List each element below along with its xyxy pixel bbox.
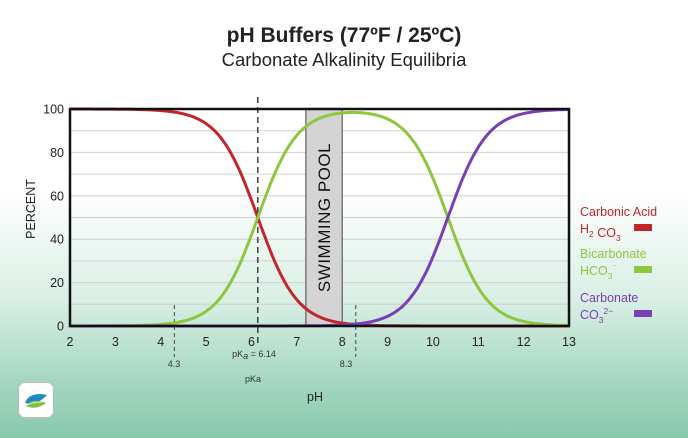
x-tick-label: 13	[562, 335, 576, 349]
y-tick-label: 40	[50, 233, 64, 247]
x-tick-labels: 2 3 4 5 6 7 8 9 10 11 12 13	[67, 335, 576, 349]
y-axis-label: PERCENT	[24, 179, 38, 239]
y-tick-label: 0	[57, 320, 64, 334]
y-tick-label: 100	[43, 103, 64, 117]
legend-entry-formula: HCO3⁻	[580, 262, 617, 281]
legend-swatch	[634, 310, 652, 317]
x-tick-label: 3	[112, 335, 119, 349]
legend-entry-name: Carbonic Acid	[580, 205, 657, 219]
legend-entry-formula: H2 CO3	[580, 222, 621, 243]
pka-pk: pK	[232, 349, 243, 359]
pka-sub: a	[243, 351, 248, 361]
app-logo	[18, 382, 54, 418]
y-tick-labels: 0 20 40 60 80 100	[43, 103, 64, 334]
chart-title: pH Buffers (77ºF / 25ºC)	[227, 24, 462, 47]
x-tick-label: 8	[339, 335, 346, 349]
legend-entry-formula: CO32−	[580, 306, 613, 325]
swimming-pool-label: SWIMMING POOL	[315, 143, 334, 292]
x-tick-label: 11	[472, 335, 485, 349]
x-tick-label: 7	[293, 335, 300, 349]
plot-frame	[68, 107, 571, 328]
pka-value: = 6.14	[248, 349, 276, 359]
legend-swatch	[634, 266, 652, 273]
legend-swatch	[634, 224, 652, 231]
chart-subtitle: Carbonate Alkalinity Equilibria	[222, 49, 467, 70]
swimming-pool-band	[305, 108, 343, 327]
x-tick-label: 12	[517, 335, 531, 349]
y-tick-label: 20	[50, 276, 64, 290]
legend-entry-name: Bicarbonate	[580, 247, 647, 261]
marker-high-label: 8.3	[340, 359, 353, 369]
x-axis-label: pH	[307, 390, 323, 404]
x-tick-label: 4	[157, 335, 164, 349]
pka-line-label: pKa = 6.14	[232, 349, 276, 361]
x-tick-label: 2	[67, 335, 74, 349]
x-tick-label: 10	[426, 335, 440, 349]
y-tick-label: 80	[50, 146, 64, 160]
x-tick-label: 6	[248, 335, 255, 349]
leaf-icon	[25, 394, 47, 408]
x-tick-label: 9	[384, 335, 391, 349]
marker-low-label: 4.3	[168, 359, 181, 369]
legend-entry-name: Carbonate	[580, 291, 638, 305]
y-tick-label: 60	[50, 189, 64, 203]
x-tick-label: 5	[203, 335, 210, 349]
pka-label: pKa	[245, 374, 261, 384]
